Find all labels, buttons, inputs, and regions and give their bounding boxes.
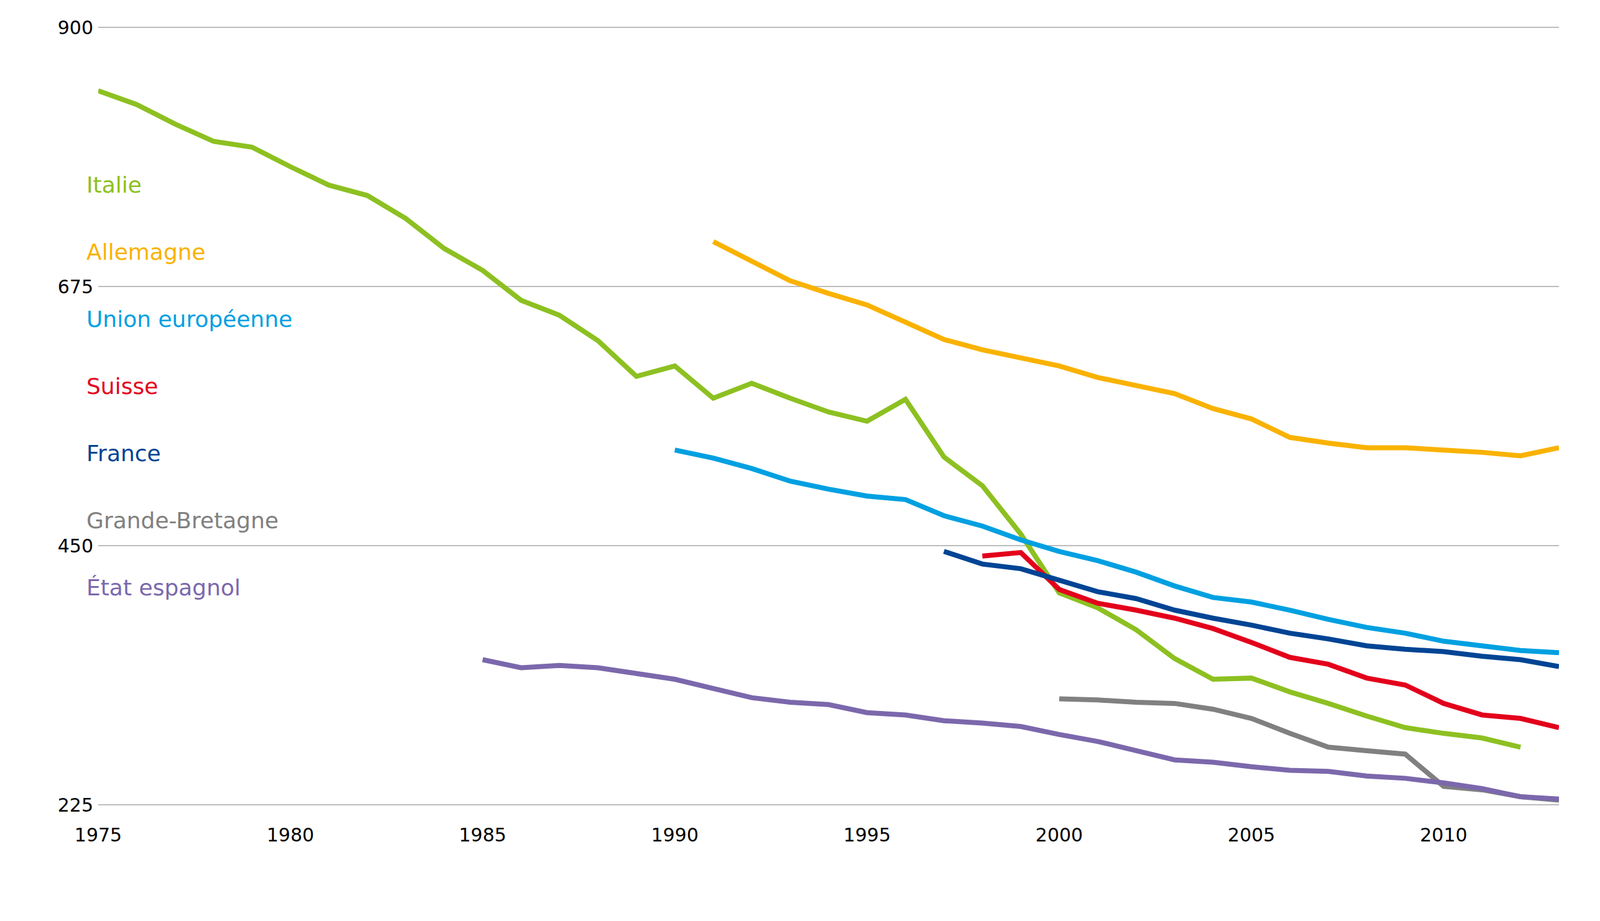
svg-text:2010: 2010 [1419,824,1467,846]
svg-text:675: 675 [57,275,94,298]
svg-text:2005: 2005 [1227,824,1275,846]
html-text:Suisse: Suisse [86,373,159,400]
html-text:Allemagne: Allemagne [86,239,206,265]
html-text:Grande-Bretagne: Grande-Bretagne [86,507,279,534]
html-text:Union européenne: Union européenne [86,306,293,332]
svg-text:900: 900 [57,16,94,39]
svg-text:1980: 1980 [266,824,314,846]
svg-text:1985: 1985 [458,824,506,846]
svg-text:1990: 1990 [650,824,699,846]
svg-text:1975: 1975 [74,824,122,846]
svg-text:2000: 2000 [1035,824,1083,846]
svg-text:450: 450 [57,535,94,557]
html-text:France: France [86,440,161,467]
html-text:Italie: Italie [86,172,142,198]
svg-text:225: 225 [57,794,94,817]
html-text:État espagnol: État espagnol [86,574,241,601]
svg-text:1995: 1995 [843,824,891,846]
